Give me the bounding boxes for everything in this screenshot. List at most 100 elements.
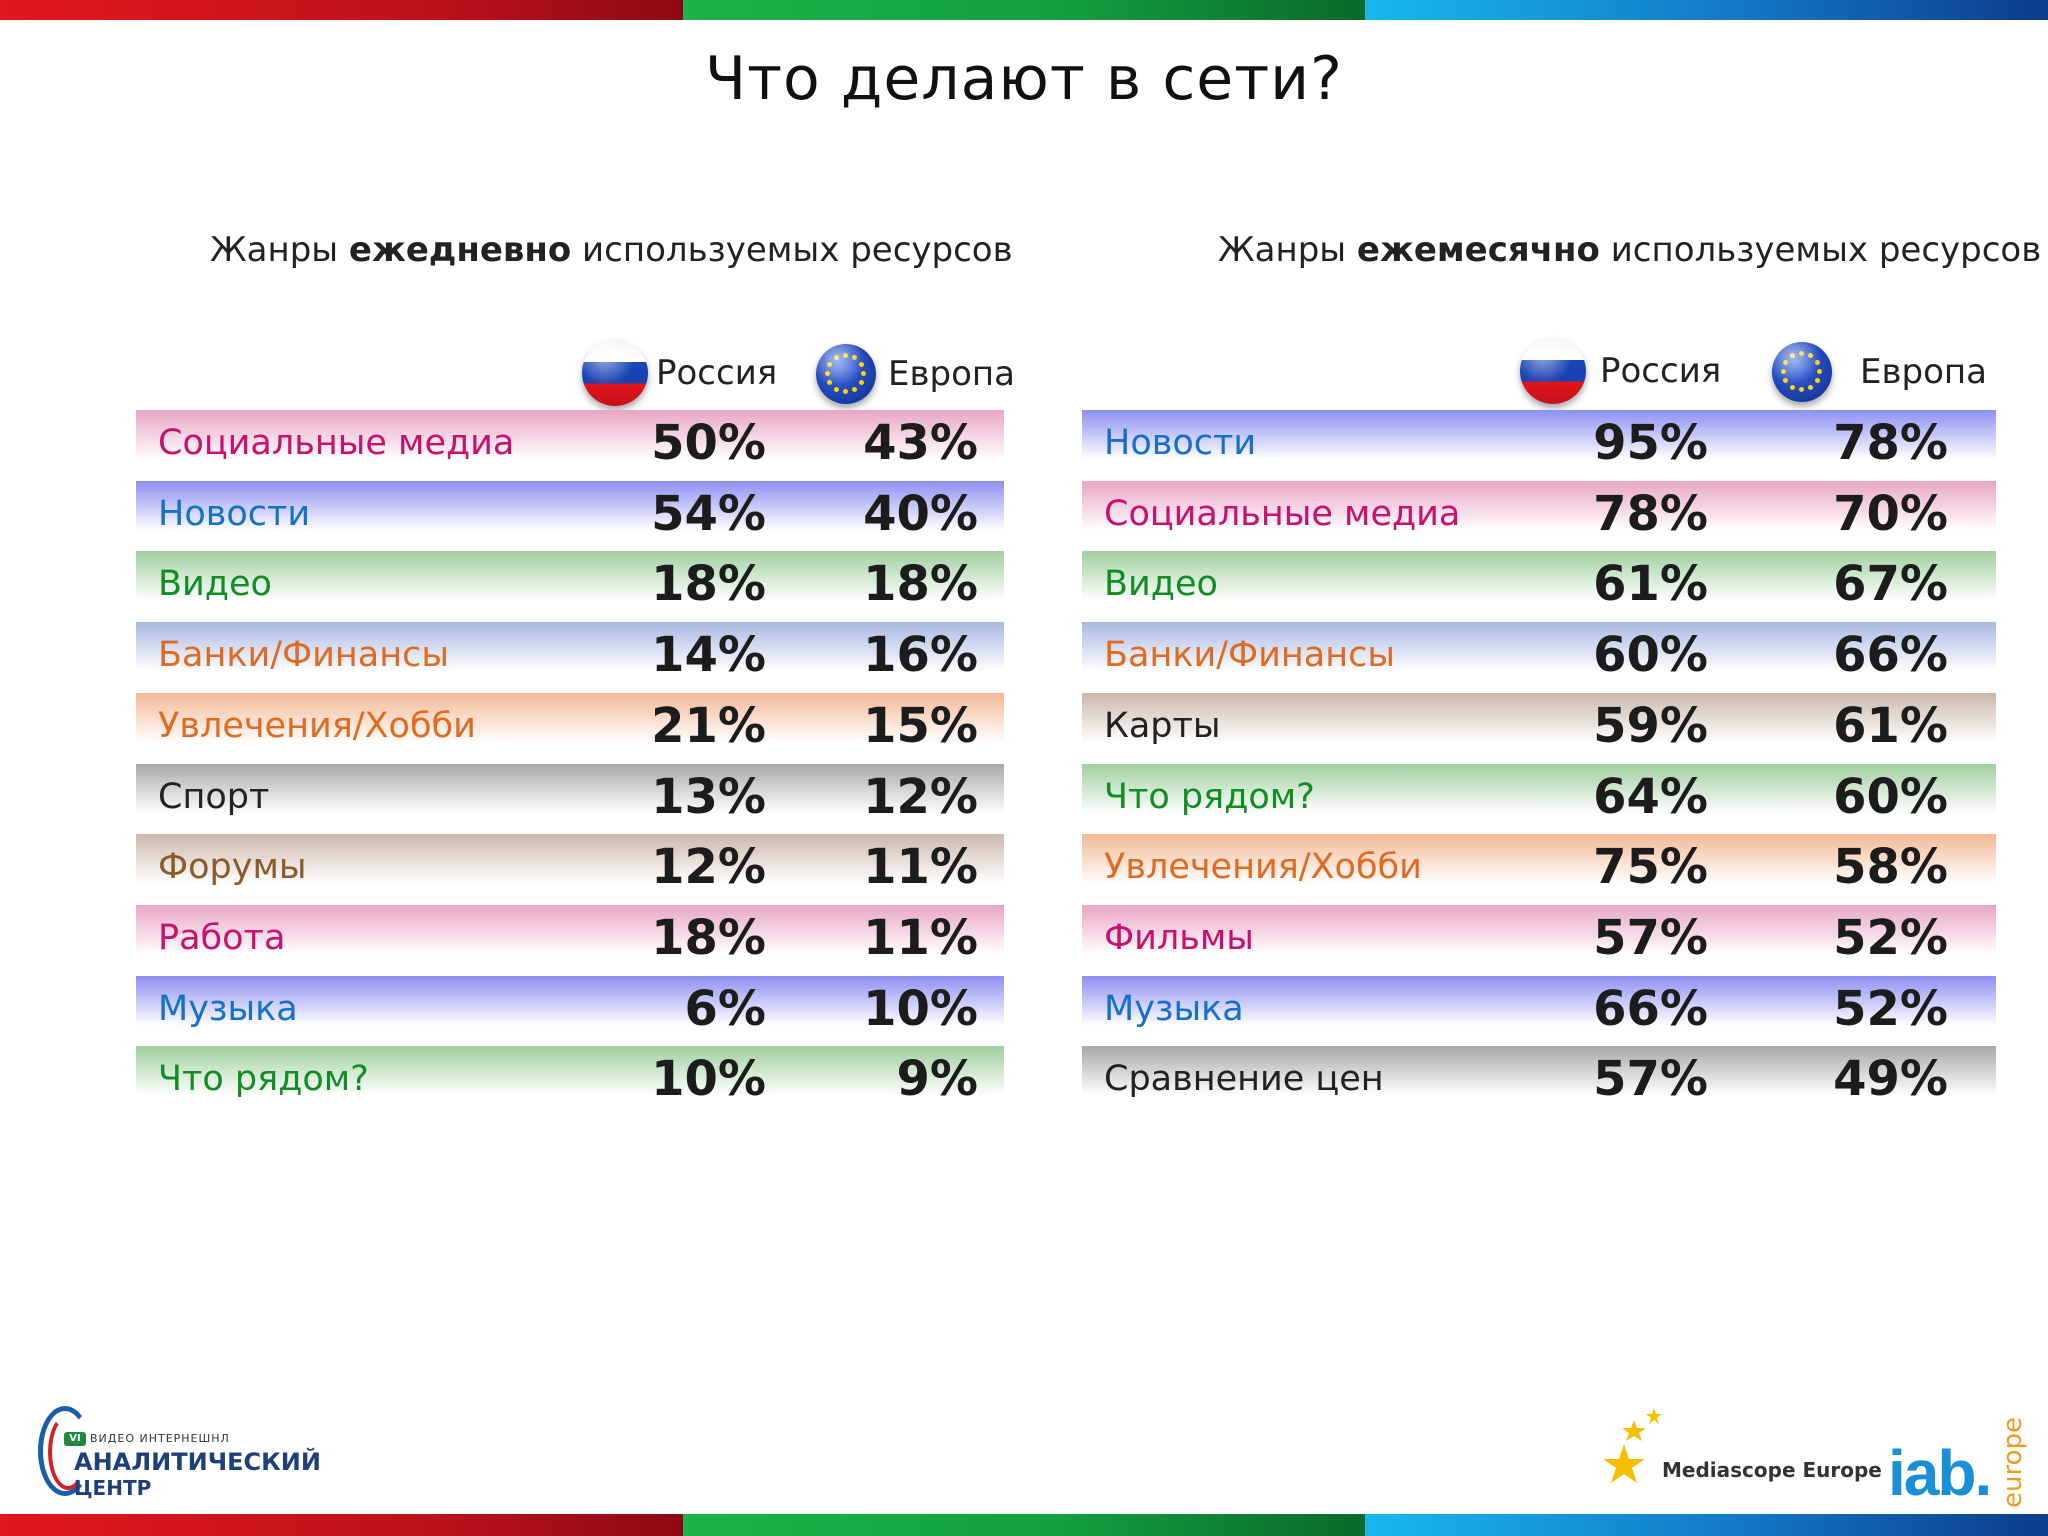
genre-label: Музыка bbox=[158, 988, 298, 1029]
table-row: Что рядом? 64% 60% bbox=[1082, 763, 1996, 830]
logo-line1: АНАЛИТИЧЕСКИЙ bbox=[74, 1448, 321, 1476]
russia-value: 57% bbox=[1593, 909, 1708, 966]
table-row: Музыка 6% 10% bbox=[136, 975, 1004, 1042]
eu-star bbox=[858, 362, 864, 367]
eu-star bbox=[1799, 351, 1804, 356]
stripe-green-segment bbox=[682, 1514, 1366, 1536]
iab-europe-text: europe bbox=[1998, 1417, 2028, 1508]
stripe-red-segment bbox=[0, 0, 683, 20]
monthly-col-europe-head: Европа bbox=[1772, 342, 1987, 402]
logo-line2: ЦЕНТР bbox=[74, 1476, 152, 1500]
europe-value: 16% bbox=[863, 627, 978, 684]
genre-label: Спорт bbox=[158, 776, 270, 817]
stripe-green-segment bbox=[682, 0, 1366, 20]
europe-value: 10% bbox=[863, 980, 978, 1037]
table-row: Что рядом? 10% 9% bbox=[136, 1046, 1004, 1113]
genre-label: Банки/Финансы bbox=[1104, 635, 1395, 676]
europe-value: 66% bbox=[1833, 627, 1948, 684]
europe-value: 18% bbox=[863, 556, 978, 613]
daily-col-russia-label: Россия bbox=[656, 353, 778, 393]
europe-value: 60% bbox=[1833, 768, 1948, 825]
monthly-subtitle-pre: Жанры bbox=[1218, 230, 1357, 270]
daily-subtitle-post: используемых ресурсов bbox=[571, 230, 1013, 270]
table-row: Новости 54% 40% bbox=[136, 480, 1004, 547]
eu-star bbox=[827, 380, 833, 385]
genre-label: Новости bbox=[1104, 423, 1257, 463]
table-row: Социальные медиа 50% 43% bbox=[136, 410, 1004, 476]
monthly-col-russia-label: Россия bbox=[1600, 351, 1722, 391]
russia-value: 13% bbox=[651, 768, 766, 825]
genre-label: Музыка bbox=[1104, 988, 1244, 1029]
eu-stars-ring bbox=[816, 344, 876, 404]
russia-flag-icon bbox=[582, 340, 648, 406]
russia-value: 78% bbox=[1593, 485, 1708, 542]
russia-value: 75% bbox=[1593, 839, 1708, 896]
eu-star bbox=[1814, 360, 1820, 365]
daily-col-russia-head: Россия bbox=[582, 340, 777, 406]
genre-label: Социальные медиа bbox=[158, 423, 515, 463]
stripe-red-segment bbox=[0, 1514, 683, 1536]
russia-value: 64% bbox=[1593, 768, 1708, 825]
europe-value: 40% bbox=[863, 485, 978, 542]
table-row: Увлечения/Хобби 21% 15% bbox=[136, 692, 1004, 759]
russia-value: 50% bbox=[651, 415, 766, 471]
eu-star bbox=[827, 362, 833, 367]
daily-subtitle-pre: Жанры bbox=[210, 230, 349, 270]
eu-flag-icon bbox=[816, 344, 876, 404]
europe-value: 52% bbox=[1833, 980, 1948, 1037]
eu-star bbox=[858, 380, 864, 385]
europe-value: 67% bbox=[1833, 556, 1948, 613]
genre-label: Новости bbox=[158, 493, 311, 534]
table-row: Банки/Финансы 14% 16% bbox=[136, 622, 1004, 689]
daily-subtitle: Жанры ежедневно используемых ресурсов bbox=[210, 230, 1013, 270]
monthly-subtitle: Жанры ежемесячно используемых ресурсов bbox=[1218, 230, 2041, 270]
mediascope-text: Mediascope Europe bbox=[1662, 1458, 1882, 1482]
eu-star bbox=[1781, 369, 1786, 374]
europe-value: 61% bbox=[1833, 697, 1948, 754]
monthly-col-russia-head: Россия bbox=[1520, 338, 1721, 404]
table-row: Социальные медиа 78% 70% bbox=[1082, 480, 1996, 547]
genre-label: Что рядом? bbox=[1104, 776, 1315, 817]
daily-subtitle-bold: ежедневно bbox=[348, 230, 572, 270]
table-row: Видео 18% 18% bbox=[136, 551, 1004, 618]
russia-value: 6% bbox=[684, 980, 767, 1037]
genre-label: Видео bbox=[1104, 564, 1218, 605]
europe-value: 15% bbox=[863, 697, 978, 754]
daily-col-europe-label: Европа bbox=[888, 354, 1015, 394]
eu-star bbox=[1814, 378, 1820, 383]
genre-label: Форумы bbox=[158, 847, 307, 888]
genre-label: Фильмы bbox=[1104, 917, 1254, 958]
eu-star bbox=[825, 371, 830, 376]
logo-ring-red bbox=[48, 1414, 88, 1490]
stripe-blue-segment bbox=[1365, 0, 2048, 20]
logo-ring-blue bbox=[38, 1406, 92, 1496]
eu-star bbox=[1790, 353, 1795, 359]
europe-value: 58% bbox=[1833, 839, 1948, 896]
russia-value: 54% bbox=[651, 485, 766, 542]
russia-flag-icon bbox=[1520, 338, 1586, 404]
eu-star bbox=[1783, 360, 1789, 365]
genre-label: Социальные медиа bbox=[1104, 493, 1461, 534]
europe-value: 43% bbox=[863, 415, 978, 471]
monthly-col-europe-label: Европа bbox=[1860, 352, 1987, 392]
genre-label: Что рядом? bbox=[158, 1059, 369, 1100]
table-row: Новости 95% 78% bbox=[1082, 410, 1996, 476]
table-row: Сравнение цен 57% 49% bbox=[1082, 1046, 1996, 1113]
russia-value: 59% bbox=[1593, 697, 1708, 754]
genre-label: Увлечения/Хобби bbox=[1104, 847, 1422, 888]
iab-europe-logo: iab. europe bbox=[1888, 1396, 2028, 1514]
genre-label: Карты bbox=[1104, 705, 1221, 746]
russia-value: 66% bbox=[1593, 980, 1708, 1037]
table-row: Музыка 66% 52% bbox=[1082, 975, 1996, 1042]
eu-star bbox=[843, 353, 848, 358]
logo-badge: VI bbox=[64, 1432, 86, 1446]
genre-label: Банки/Финансы bbox=[158, 635, 449, 676]
eu-star bbox=[834, 386, 839, 392]
russia-value: 18% bbox=[651, 909, 766, 966]
eu-star bbox=[852, 386, 857, 392]
europe-value: 11% bbox=[863, 909, 978, 966]
russia-value: 10% bbox=[651, 1051, 766, 1108]
eu-star bbox=[852, 355, 857, 361]
eu-stars-ring bbox=[1772, 342, 1832, 402]
monthly-subtitle-post: используемых ресурсов bbox=[1599, 230, 2042, 270]
